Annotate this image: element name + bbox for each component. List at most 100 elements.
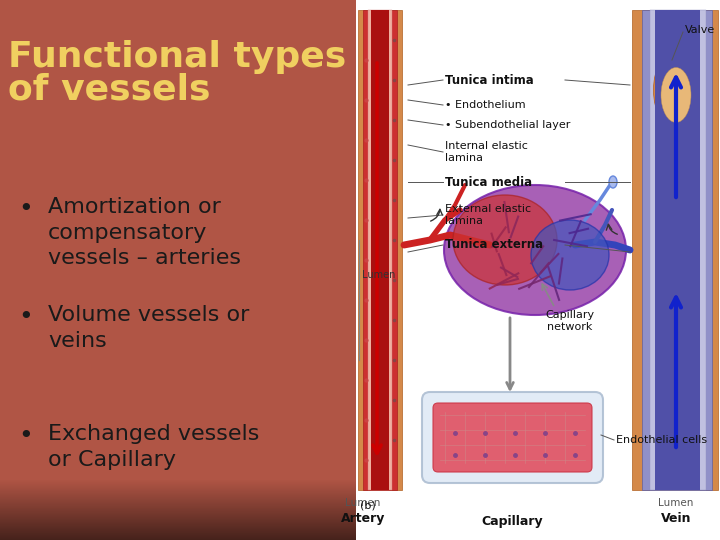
Text: Functional types: Functional types (8, 40, 346, 74)
Bar (655, 10, 700, 490)
Text: Vein: Vein (661, 512, 691, 525)
Text: • Subendothelial layer: • Subendothelial layer (445, 120, 570, 130)
Bar (0, 532, 356, 533)
Bar (0, 528, 356, 529)
Bar (0, 512, 356, 513)
Bar (650, 10, 706, 490)
Ellipse shape (654, 50, 698, 130)
Bar (0, 537, 356, 538)
Text: Capillary
network: Capillary network (546, 310, 595, 332)
Text: Tunica media: Tunica media (445, 176, 532, 188)
Bar (0, 534, 356, 535)
Bar (0, 503, 356, 504)
Bar (0, 507, 356, 508)
Bar (0, 527, 356, 528)
Bar (0, 530, 356, 531)
Bar (0, 517, 356, 518)
Bar (356, 0, 720, 540)
Bar (0, 515, 356, 516)
Bar (0, 533, 356, 534)
Bar (0, 520, 356, 521)
Bar (0, 488, 356, 489)
Text: External elastic
lamina: External elastic lamina (445, 204, 531, 226)
Bar (0, 482, 356, 483)
Bar (0, 493, 356, 494)
Bar (0, 495, 356, 496)
Text: Exchanged vessels
or Capillary: Exchanged vessels or Capillary (48, 424, 259, 469)
Bar (0, 494, 356, 495)
Bar (0, 518, 356, 519)
Bar (0, 521, 356, 522)
Bar (0, 485, 356, 486)
Bar (0, 511, 356, 512)
Bar (0, 498, 356, 499)
Text: Tunica intima: Tunica intima (445, 73, 534, 86)
Text: Artery: Artery (341, 512, 385, 525)
Text: Lumen: Lumen (346, 498, 381, 508)
Text: Lumen: Lumen (362, 270, 395, 280)
Bar (0, 0, 356, 540)
Bar (363, 10, 397, 490)
Bar (0, 491, 356, 492)
Bar (0, 480, 356, 481)
Bar (0, 523, 356, 524)
Text: Amortization or
compensatory
vessels – arteries: Amortization or compensatory vessels – a… (48, 197, 241, 268)
Text: Capillary: Capillary (482, 515, 544, 528)
Text: of vessels: of vessels (8, 72, 210, 106)
Bar (0, 504, 356, 505)
Text: Endothelial cells: Endothelial cells (616, 435, 707, 445)
Bar (0, 484, 356, 485)
Bar (0, 505, 356, 506)
Text: Tunica externa: Tunica externa (445, 239, 543, 252)
Bar (0, 522, 356, 523)
FancyBboxPatch shape (422, 392, 603, 483)
Ellipse shape (444, 185, 626, 315)
Bar (0, 500, 356, 501)
Bar (632, 10, 718, 490)
Bar (0, 510, 356, 511)
Bar (0, 506, 356, 507)
Text: Valve: Valve (685, 25, 715, 35)
Bar (0, 499, 356, 500)
Bar (0, 481, 356, 482)
Bar (0, 487, 356, 488)
Ellipse shape (531, 220, 609, 290)
Bar (0, 535, 356, 536)
Bar (0, 492, 356, 493)
Bar (0, 526, 356, 527)
Bar (0, 519, 356, 520)
Bar (0, 497, 356, 498)
Bar (0, 489, 356, 490)
Bar (371, 10, 389, 490)
Bar (0, 483, 356, 484)
Bar (368, 10, 392, 490)
Bar (0, 513, 356, 514)
Ellipse shape (453, 195, 557, 285)
Text: •: • (18, 197, 32, 221)
Bar (0, 496, 356, 497)
Text: Lumen: Lumen (658, 498, 693, 508)
Bar (0, 536, 356, 537)
Bar (0, 509, 356, 510)
Bar (0, 524, 356, 525)
Bar (0, 490, 356, 491)
Text: Internal elastic
lamina: Internal elastic lamina (445, 141, 528, 163)
Bar (0, 531, 356, 532)
FancyBboxPatch shape (433, 403, 592, 472)
Bar (358, 10, 402, 490)
Bar (0, 538, 356, 539)
Bar (0, 486, 356, 487)
Text: • Endothelium: • Endothelium (445, 100, 526, 110)
Bar (642, 10, 712, 490)
Bar (0, 516, 356, 517)
Bar (0, 501, 356, 502)
Bar (0, 525, 356, 526)
Bar (0, 502, 356, 503)
Text: Volume vessels or
veins: Volume vessels or veins (48, 305, 249, 350)
Text: •: • (18, 305, 32, 329)
Text: •: • (18, 424, 32, 448)
Ellipse shape (661, 68, 691, 123)
Bar (0, 508, 356, 509)
Bar (0, 514, 356, 515)
Text: (b): (b) (361, 500, 376, 510)
